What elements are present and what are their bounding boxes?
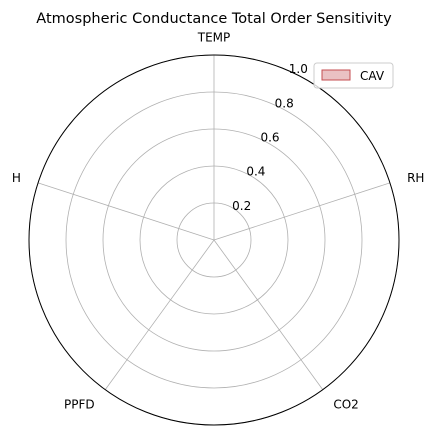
- legend-box: [313, 62, 394, 89]
- polar-frame: [28, 54, 400, 426]
- spoke-rh: [213, 182, 391, 241]
- radial-tick-label: 0.6: [260, 130, 279, 144]
- spoke-layer: [37, 55, 391, 390]
- legend-label-cav: CAV: [360, 69, 385, 83]
- axis-label-h: H: [12, 171, 21, 185]
- radial-tick-label: 0.2: [232, 199, 251, 213]
- axis-label-co2: CO2: [333, 398, 358, 412]
- chart-title: Atmospheric Conductance Total Order Sens…: [36, 11, 392, 27]
- spoke-ppfd: [104, 239, 215, 390]
- axis-label-ppfd: PPFD: [64, 398, 95, 412]
- legend-swatch-cav: [321, 69, 351, 81]
- axis-label-rh: RH: [407, 171, 424, 185]
- spoke-h: [37, 182, 215, 241]
- legend: CAV: [313, 62, 394, 89]
- axis-label-temp: TEMP: [197, 31, 231, 45]
- radial-tick-label: 0.4: [246, 165, 265, 179]
- radial-tick-label: 1.0: [289, 62, 308, 76]
- radial-tick-label-layer: 0.2 0.4 0.6 0.8 1.0: [232, 62, 308, 213]
- spoke-co2: [213, 239, 324, 390]
- axis-label-layer: TEMP RH CO2 PPFD H: [12, 31, 425, 412]
- radial-tick-label: 0.8: [275, 96, 294, 110]
